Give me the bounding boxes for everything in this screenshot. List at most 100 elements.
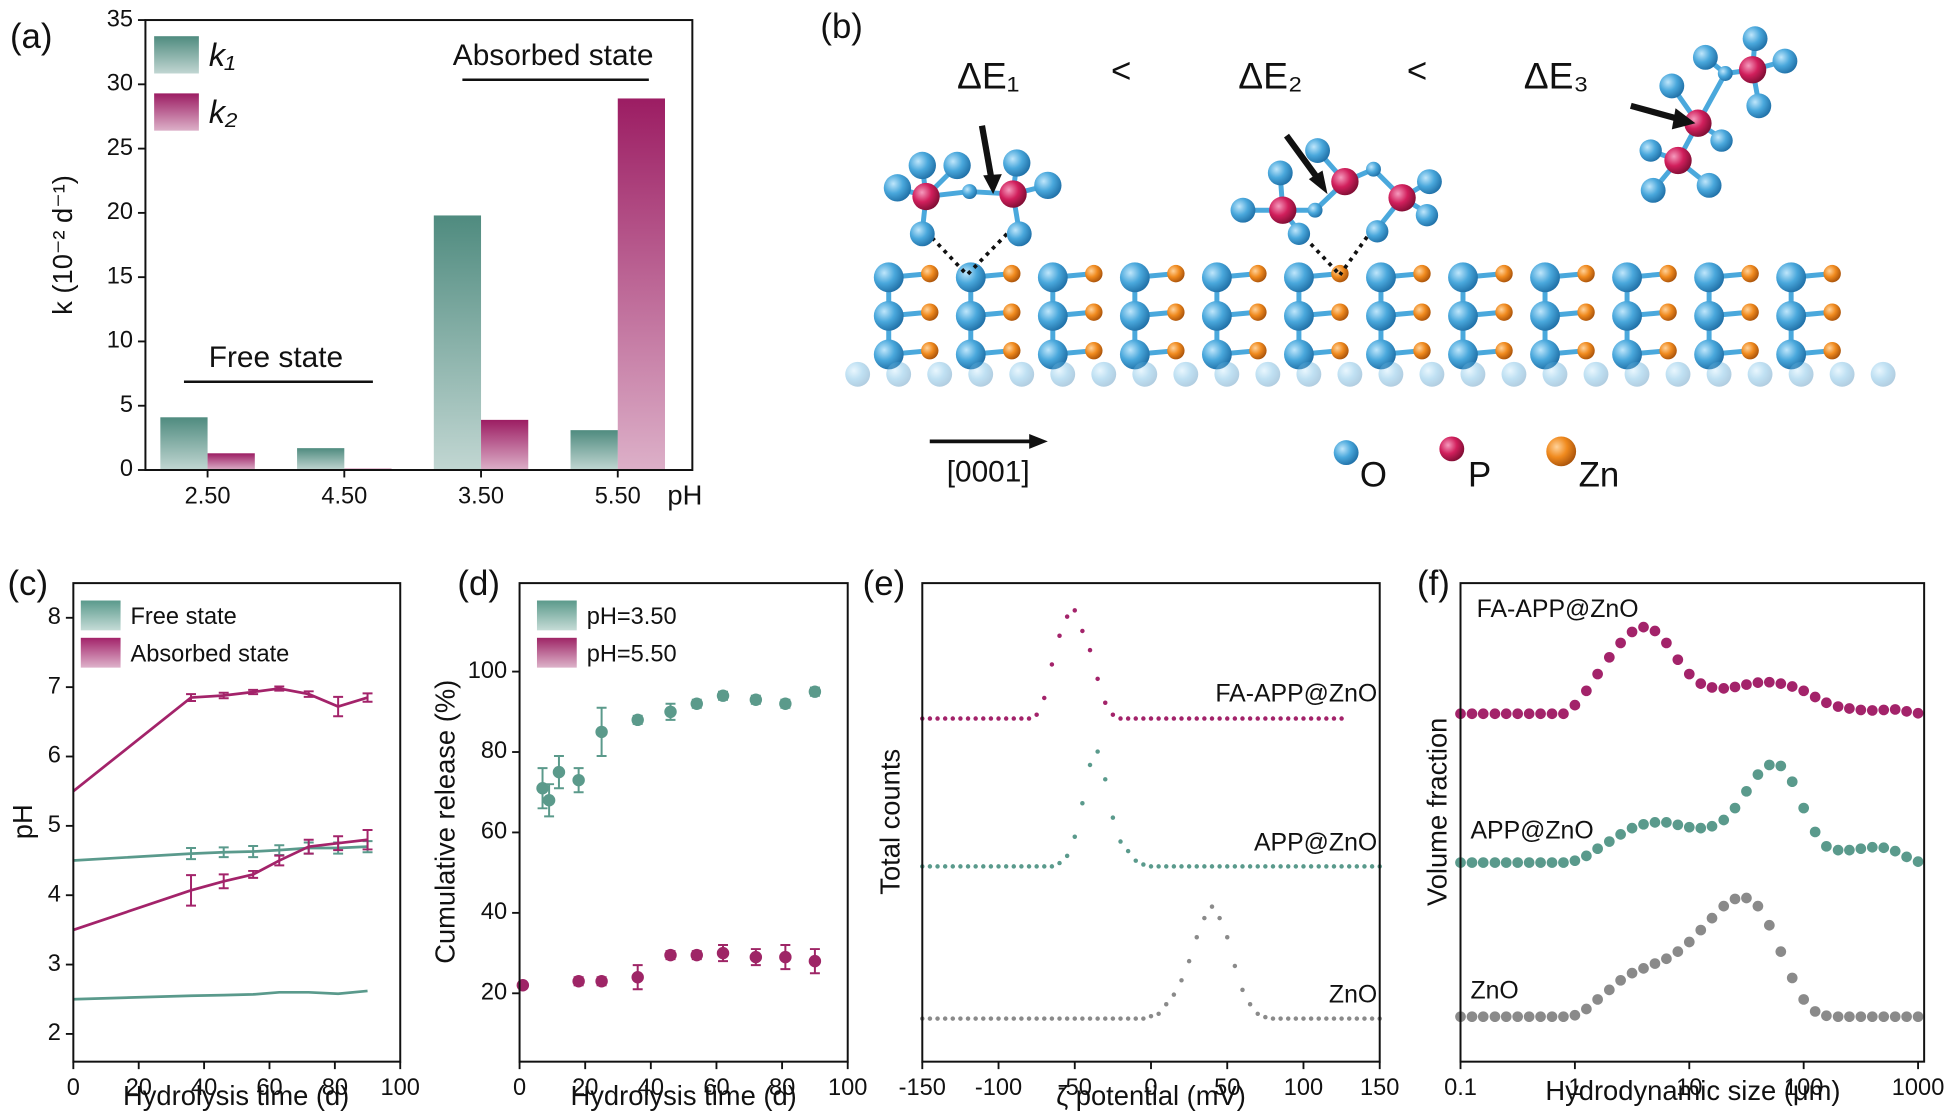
error-bar (274, 685, 285, 692)
point (1558, 1011, 1569, 1023)
point (1164, 1002, 1169, 1007)
point (1546, 708, 1558, 720)
atom (1741, 341, 1759, 360)
point (1186, 864, 1192, 869)
point (1523, 857, 1535, 868)
bar (570, 430, 618, 471)
error-bar (248, 688, 259, 696)
point (1878, 842, 1890, 854)
atom (1741, 264, 1759, 283)
point (1339, 716, 1344, 721)
point (808, 954, 822, 968)
x-tick-label: 40 (191, 1075, 217, 1101)
point (927, 864, 933, 869)
atom (1003, 341, 1021, 360)
point (1042, 864, 1047, 869)
point (1194, 716, 1199, 721)
point (981, 864, 986, 869)
point (1080, 1016, 1085, 1021)
energy-label: ΔE₃ (1524, 54, 1589, 96)
point (973, 716, 978, 721)
atom (1167, 264, 1185, 283)
arrow (1308, 170, 1328, 195)
point (1194, 864, 1199, 869)
point (1217, 864, 1222, 869)
x-axis-label: Hydrodynamic size (μm) (1545, 1075, 1840, 1106)
point (1209, 864, 1215, 869)
legend-atom (1333, 440, 1359, 466)
atom (1639, 139, 1662, 162)
point (1087, 1016, 1093, 1021)
point (1729, 802, 1741, 814)
atom (1366, 262, 1396, 293)
point (1026, 864, 1032, 869)
point (1775, 678, 1787, 689)
bar (433, 215, 482, 471)
diagram-b: (b) ΔE₁ < ΔE₂ < ΔE₃ [0001] O P Zn (820, 7, 1896, 495)
atom (1640, 177, 1666, 203)
point (1110, 712, 1116, 717)
panel-label: (a) (10, 17, 53, 56)
point (1512, 857, 1524, 868)
atom (1003, 303, 1021, 321)
point (1752, 900, 1764, 912)
atom (1255, 361, 1281, 387)
point (1855, 704, 1867, 716)
point (1118, 716, 1123, 721)
point (749, 693, 763, 706)
point (516, 979, 530, 992)
point (1019, 1016, 1024, 1021)
atom (1694, 300, 1725, 331)
point (1240, 864, 1245, 869)
point (1741, 892, 1752, 904)
y-tick-label: 15 (107, 263, 133, 289)
x-tick-label: 2.50 (185, 484, 231, 510)
axes-frame (921, 582, 1381, 1063)
legend-atom (1546, 436, 1577, 467)
point (1362, 1016, 1367, 1021)
point (1125, 1016, 1131, 1021)
atom (1612, 300, 1642, 331)
atom (1085, 341, 1103, 360)
atom (1530, 262, 1560, 293)
point (942, 1016, 948, 1021)
point (958, 716, 963, 721)
atom (1132, 361, 1158, 387)
atom (1331, 167, 1359, 196)
atom (1006, 221, 1032, 247)
point (1324, 864, 1329, 869)
point (1049, 662, 1055, 667)
point (552, 765, 566, 779)
annotation: Absorbed state (453, 39, 654, 72)
point (1369, 864, 1375, 869)
atom (1448, 339, 1478, 370)
point (973, 864, 978, 869)
point (1866, 1011, 1878, 1023)
point (572, 773, 585, 787)
point (1638, 963, 1649, 974)
point (1866, 705, 1878, 716)
x-tick-label: 1000 (1892, 1075, 1945, 1101)
point (981, 1016, 986, 1021)
point (1171, 992, 1177, 997)
point (1331, 864, 1337, 869)
relation: < (1407, 52, 1427, 91)
series-label: FA-APP@ZnO (1215, 681, 1377, 708)
atom (1694, 339, 1725, 370)
relation: < (1111, 52, 1131, 91)
atom (1119, 300, 1150, 331)
point (1706, 912, 1718, 924)
energy-label: ΔE₂ (1238, 54, 1302, 96)
molecule (1230, 133, 1442, 277)
point (1301, 1016, 1306, 1021)
point (1763, 919, 1775, 931)
point (716, 946, 730, 960)
point (1316, 864, 1321, 869)
point (1798, 685, 1810, 697)
point (1477, 1011, 1489, 1023)
atom (1003, 149, 1031, 177)
atom (1706, 361, 1732, 387)
legend-atom (1439, 436, 1465, 462)
x-tick-label: 80 (769, 1075, 795, 1101)
point (988, 864, 994, 869)
